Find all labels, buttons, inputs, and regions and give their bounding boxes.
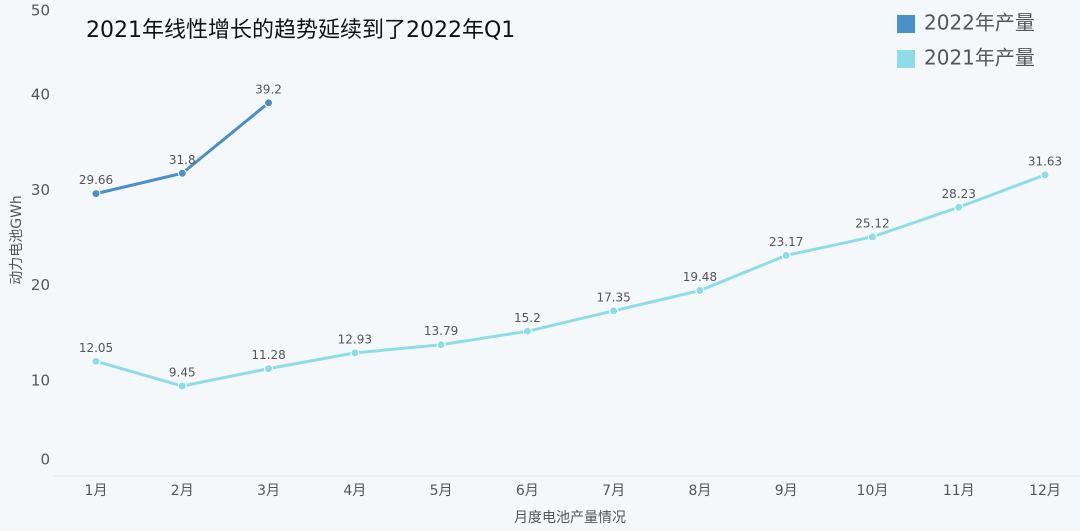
data-point	[954, 202, 964, 212]
data-point	[91, 189, 101, 199]
data-label: 9.45	[169, 366, 196, 380]
x-tick-label: 9月	[775, 483, 798, 499]
data-label: 31.8	[169, 153, 196, 167]
y-tick-label: 10	[31, 371, 50, 389]
y-tick-label: 30	[31, 181, 50, 199]
x-tick-label: 11月	[943, 483, 975, 499]
legend-label: 2021年产量	[924, 46, 1035, 70]
data-label: 25.12	[855, 216, 889, 230]
series-line	[95, 101, 270, 196]
data-point	[867, 232, 877, 242]
data-label: 28.23	[942, 187, 976, 201]
data-point	[91, 356, 101, 366]
data-point	[522, 326, 532, 336]
data-label: 23.17	[769, 235, 803, 249]
data-point	[264, 98, 274, 108]
data-point	[264, 364, 274, 374]
x-tick-label: 6月	[516, 483, 539, 499]
x-tick-label: 3月	[257, 483, 280, 499]
data-label: 12.93	[338, 332, 372, 346]
x-axis-title: 月度电池产量情况	[514, 510, 626, 526]
x-tick-label: 8月	[688, 483, 711, 499]
y-tick-label: 0	[40, 451, 50, 469]
x-tick-label: 5月	[430, 483, 453, 499]
data-label: 29.66	[79, 173, 113, 187]
series-line	[95, 173, 1046, 388]
data-point	[609, 306, 619, 316]
data-label: 11.28	[251, 348, 285, 362]
data-point	[436, 340, 446, 350]
data-point	[177, 168, 187, 178]
data-label: 31.63	[1028, 154, 1062, 168]
y-tick-label: 50	[31, 2, 50, 20]
data-label: 12.05	[79, 341, 113, 355]
legend-swatch	[897, 15, 915, 33]
data-point	[695, 286, 705, 296]
data-point	[350, 348, 360, 358]
data-label: 13.79	[424, 324, 458, 338]
data-label: 39.2	[255, 82, 282, 96]
data-label: 15.2	[514, 311, 541, 325]
x-tick-label: 4月	[343, 483, 366, 499]
legend-swatch	[897, 50, 915, 68]
data-point	[1040, 170, 1050, 180]
y-axis-title: 动力电池GWh	[9, 195, 25, 285]
x-tick-label: 12月	[1029, 483, 1061, 499]
data-label: 19.48	[683, 270, 717, 284]
data-point	[781, 250, 791, 260]
legend-label: 2022年产量	[924, 11, 1035, 35]
x-tick-label: 10月	[857, 483, 889, 499]
y-tick-label: 40	[31, 86, 50, 104]
chart-title: 2021年线性增长的趋势延续到了2022年Q1	[86, 18, 515, 43]
x-tick-label: 1月	[85, 483, 108, 499]
data-label: 17.35	[596, 290, 630, 304]
data-point	[177, 381, 187, 391]
y-tick-label: 20	[31, 276, 50, 294]
x-tick-label: 2月	[171, 483, 194, 499]
x-tick-label: 7月	[602, 483, 625, 499]
